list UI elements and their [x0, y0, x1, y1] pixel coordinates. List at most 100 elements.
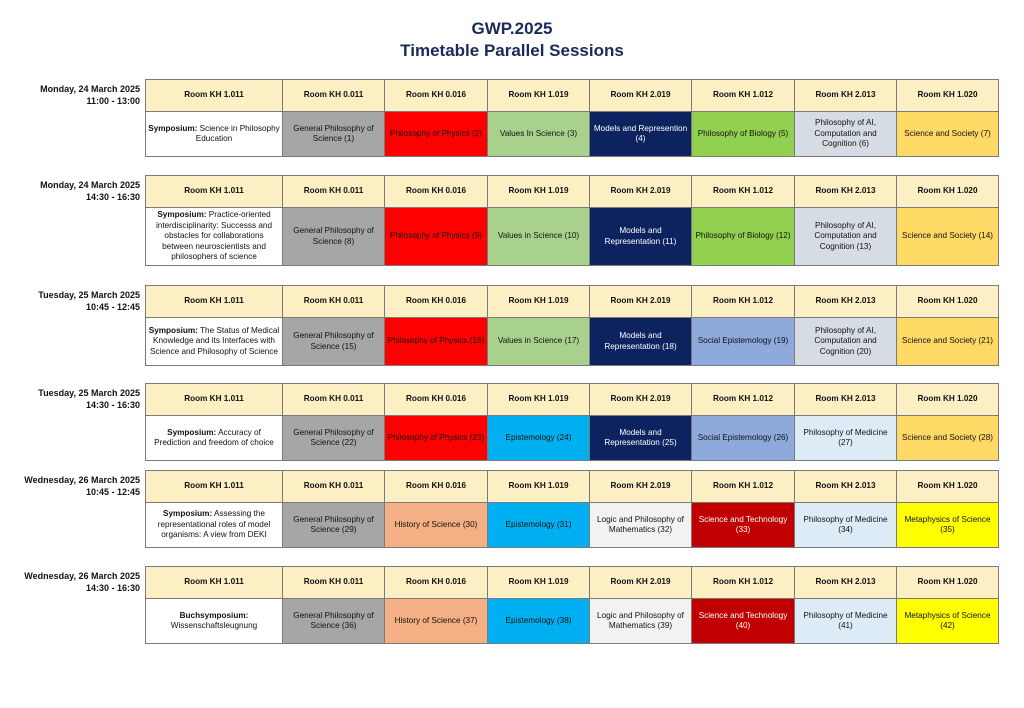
session-row: Buchsymposium: Wissenschaftsleugnung Gene… [145, 598, 999, 644]
session-title: General Philosophy of Science (8) [293, 226, 374, 246]
session-day: Monday, 24 March 2025 [40, 84, 140, 94]
room-header: Room KH 1.012 [691, 566, 795, 599]
session-cell: Philosophy of AI, Computation and Cognit… [794, 111, 897, 157]
session-cell: Science and Technology (40) [691, 598, 795, 644]
room-header: Room KH 0.011 [282, 79, 385, 112]
session-title: Philosophy of Medicine (41) [803, 610, 888, 631]
room-header: Room KH 2.013 [794, 566, 897, 599]
room-header: Room KH 1.019 [487, 383, 590, 416]
symposium-label: Symposium: [148, 325, 198, 335]
room-header: Room KH 2.019 [589, 79, 692, 112]
session-title: Science and Society (28) [901, 432, 994, 442]
symposium-cell: Symposium: The Status of Medical Knowled… [145, 317, 283, 366]
room-header: Room KH 2.013 [794, 79, 897, 112]
room-header: Room KH 0.016 [384, 383, 488, 416]
room-header: Room KH 1.011 [145, 79, 283, 112]
room-header: Room KH 1.019 [487, 175, 590, 208]
session-cell: Epistemology (38) [487, 598, 590, 644]
room-header: Room KH 2.019 [589, 175, 692, 208]
room-header-row: Room KH 1.011 Room KH 0.011 Room KH 0.016 R… [145, 79, 999, 112]
room-header-row: Room KH 1.011 Room KH 0.011 Room KH 0.016 R… [145, 566, 999, 599]
symposium-cell: Symposium: Accuracy of Prediction and fr… [145, 415, 283, 461]
room-header: Room KH 1.012 [691, 383, 795, 416]
session-title: Philosophy of Medicine (27) [803, 427, 888, 448]
room-header-row: Room KH 1.011 Room KH 0.011 Room KH 0.016 R… [145, 470, 999, 503]
session-title: Models and Representation (18) [604, 331, 677, 351]
session-cell: General Philosophy of Science (1) [282, 111, 385, 157]
session-title: Epistemology (38) [505, 615, 572, 625]
session-cell: Philosophy of AI, Computation and Cognit… [794, 317, 897, 366]
session-title: Accuracy of Prediction and freedom of ch… [154, 427, 274, 448]
room-header: Room KH 2.019 [589, 566, 692, 599]
room-header: Room KH 2.019 [589, 470, 692, 503]
session-title: Philosophy of Physics (16) [387, 336, 485, 346]
session-row: Symposium: Science in Philosophy Educati… [145, 111, 999, 157]
room-header: Room KH 0.016 [384, 175, 488, 208]
session-cell: Science and Society (28) [896, 415, 999, 461]
room-header-row: Room KH 1.011 Room KH 0.011 Room KH 0.016 R… [145, 175, 999, 208]
session-cell: Science and Society (21) [896, 317, 999, 366]
symposium-cell: Symposium: Practice-oriented interdiscip… [145, 207, 283, 266]
session-title: Science and Technology (40) [698, 610, 788, 631]
room-header: Room KH 1.020 [896, 383, 999, 416]
session-title: Philosophy of Biology (12) [695, 231, 791, 241]
symposium-cell: Symposium: Assessing the representationa… [145, 502, 283, 548]
session-time: 10:45 - 12:45 [85, 302, 140, 312]
session-row: Symposium: Practice-oriented interdiscip… [145, 207, 999, 266]
session-cell: History of Science (37) [384, 598, 488, 644]
session-table: Room KH 1.011 Room KH 0.011 Room KH 0.016 R… [145, 175, 999, 266]
room-header: Room KH 1.011 [145, 383, 283, 416]
session-cell: Philosophy of AI, Computation and Cognit… [794, 207, 897, 266]
session-day-label: Wednesday, 26 March 2025 10:45 - 12:45 [0, 474, 140, 498]
session-title: Science and Society (7) [904, 128, 991, 138]
session-cell: Models and Representation (18) [589, 317, 692, 366]
session-cell: Values in Science (17) [487, 317, 590, 366]
session-cell: Science and Society (7) [896, 111, 999, 157]
session-day-label: Wednesday, 26 March 2025 14:30 - 16:30 [0, 570, 140, 594]
session-cell: Science and Society (14) [896, 207, 999, 266]
session-row: Symposium: The Status of Medical Knowled… [145, 317, 999, 366]
session-time: 14:30 - 16:30 [85, 583, 140, 593]
session-cell: General Philosophy of Science (29) [282, 502, 385, 548]
session-title: Social Epistemology (19) [697, 336, 789, 346]
room-header: Room KH 1.012 [691, 175, 795, 208]
session-table: Room KH 1.011 Room KH 0.011 Room KH 0.016 R… [145, 285, 999, 366]
session-title: History of Science (37) [394, 615, 478, 625]
session-cell: Philosophy of Medicine (41) [794, 598, 897, 644]
session-cell: Philosophy of Biology (5) [691, 111, 795, 157]
session-title: Models and Represention (4) [593, 123, 688, 144]
room-header: Room KH 0.011 [282, 566, 385, 599]
room-header: Room KH 2.019 [589, 383, 692, 416]
session-title: Values in Science (10) [497, 231, 580, 241]
symposium-label: Symposium: [148, 123, 198, 133]
room-header: Room KH 1.020 [896, 566, 999, 599]
session-table: Room KH 1.011 Room KH 0.011 Room KH 0.016 R… [145, 470, 999, 548]
session-cell: General Philosophy of Science (8) [282, 207, 385, 266]
room-header: Room KH 0.011 [282, 285, 385, 318]
session-cell: Philosophy of Physics (9) [384, 207, 488, 266]
room-header: Room KH 2.013 [794, 383, 897, 416]
session-title: Logic and Philosophy of Mathematics (32) [597, 514, 684, 535]
session-cell: General Philosophy of Science (15) [282, 317, 385, 366]
session-cell: Logic and Philosophy of Mathematics (32) [589, 502, 692, 548]
session-day-label: Tuesday, 25 March 2025 10:45 - 12:45 [0, 289, 140, 313]
session-title: Philosophy of AI, Computation and Cognit… [814, 220, 877, 251]
room-header: Room KH 0.011 [282, 470, 385, 503]
session-cell: Philosophy of Biology (12) [691, 207, 795, 266]
session-title: Models and Representation (11) [604, 226, 677, 246]
room-header-row: Room KH 1.011 Room KH 0.011 Room KH 0.016 R… [145, 383, 999, 416]
session-title: The Status of Medical Knowledge and its … [150, 325, 280, 356]
session-day-label: Monday, 24 March 2025 11:00 - 13:00 [0, 83, 140, 107]
session-cell: General Philosophy of Science (22) [282, 415, 385, 461]
room-header: Room KH 0.016 [384, 285, 488, 318]
page-subtitle: Timetable Parallel Sessions [400, 41, 624, 60]
session-title: Social Epistemology (26) [697, 432, 789, 442]
session-title: Philosophy of Physics (9) [390, 231, 482, 241]
session-title: Philosophy of AI, Computation and Cognit… [814, 118, 877, 149]
session-title: General Philosophy of Science (22) [293, 427, 374, 448]
room-header: Room KH 0.016 [384, 566, 488, 599]
session-time: 10:45 - 12:45 [85, 487, 140, 497]
room-header: Room KH 1.012 [691, 79, 795, 112]
room-header: Room KH 0.016 [384, 470, 488, 503]
room-header: Room KH 1.011 [145, 470, 283, 503]
